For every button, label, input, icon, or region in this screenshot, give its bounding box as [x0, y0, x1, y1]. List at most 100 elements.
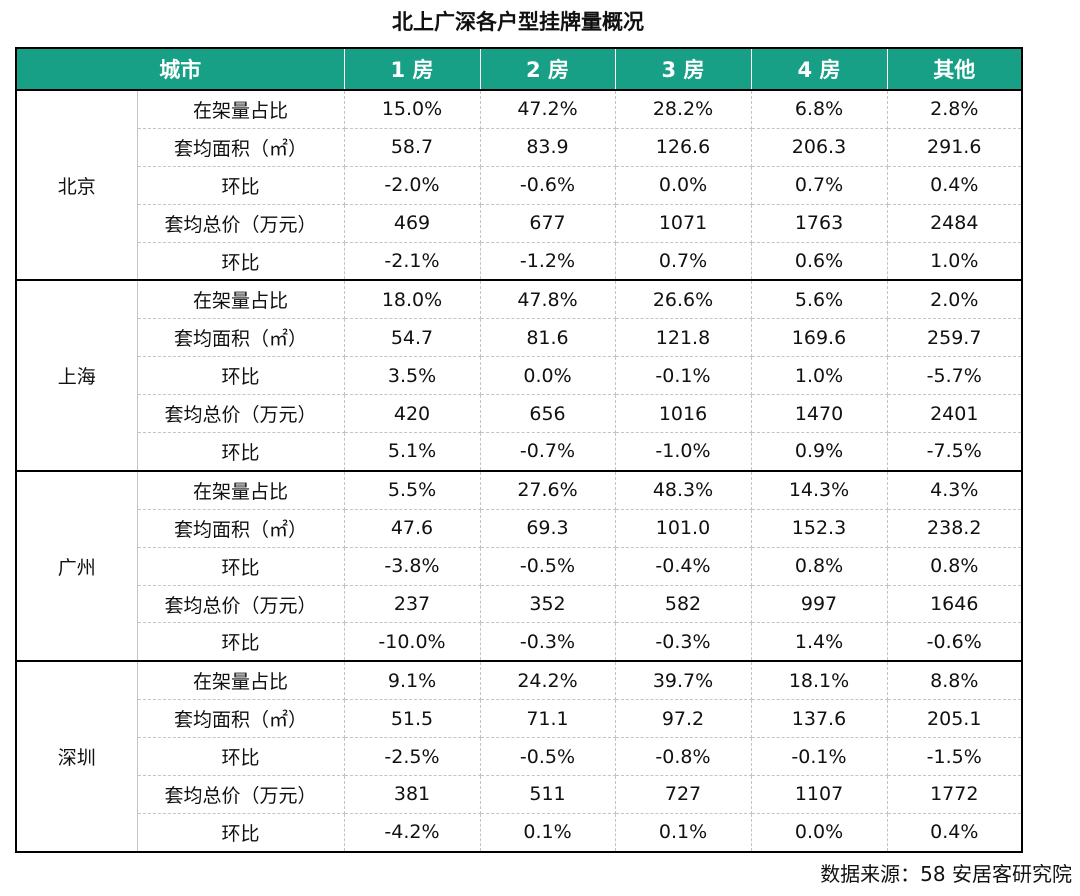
city-cell: 北京: [15, 88, 138, 281]
value-cell: 47.8%: [479, 279, 616, 320]
value-cell: 352: [479, 584, 616, 624]
table-row: 环比 -10.0% -0.3% -0.3% 1.4% -0.6%: [16, 622, 1023, 662]
value-cell: 0.6%: [750, 241, 888, 281]
table-row: 上海 在架量占比 18.0% 47.8% 26.6% 5.6% 2.0%: [15, 279, 1023, 472]
value-cell: -2.5%: [343, 737, 481, 777]
value-cell: 51.5: [343, 699, 481, 739]
value-cell: 28.2%: [614, 88, 752, 129]
value-cell: 0.4%: [886, 812, 1023, 853]
metric-cell: 套均总价（万元）: [136, 775, 345, 814]
value-cell: -0.7%: [479, 432, 616, 472]
table-row: 套均总价（万元） 381 511 727 1107 1772: [16, 775, 1023, 814]
value-cell: 137.6: [750, 699, 888, 739]
value-cell: 8.8%: [886, 660, 1023, 701]
value-cell: 18.1%: [750, 660, 888, 701]
table-row: 套均面积（㎡） 51.5 71.1 97.2 137.6 205.1: [16, 699, 1023, 739]
value-cell: -0.6%: [886, 622, 1023, 662]
metric-cell: 环比: [136, 737, 345, 777]
value-cell: 18.0%: [343, 279, 481, 320]
value-cell: 9.1%: [343, 660, 481, 701]
metric-cell: 环比: [136, 546, 345, 586]
value-cell: 381: [343, 775, 481, 814]
value-cell: 0.0%: [614, 165, 752, 205]
metric-cell: 套均总价（万元）: [136, 394, 345, 434]
value-cell: 47.6: [343, 508, 481, 548]
value-cell: -1.5%: [886, 737, 1023, 777]
value-cell: 206.3: [750, 127, 888, 167]
metric-cell: 环比: [136, 241, 345, 281]
value-cell: -0.3%: [614, 622, 752, 662]
value-cell: -2.1%: [343, 241, 481, 281]
city-cell: 上海: [15, 279, 138, 472]
value-cell: 0.0%: [479, 356, 616, 396]
value-cell: 1071: [614, 203, 752, 243]
value-cell: 0.7%: [750, 165, 888, 205]
header-cell: 城市: [15, 48, 344, 90]
value-cell: 2401: [886, 394, 1023, 434]
value-cell: 1107: [750, 775, 888, 814]
table-row: 环比 3.5% 0.0% -0.1% 1.0% -5.7%: [16, 356, 1023, 396]
table-row: 套均面积（㎡） 58.7 83.9 126.6 206.3 291.6: [16, 127, 1023, 167]
value-cell: 0.1%: [614, 812, 752, 853]
value-cell: -2.0%: [343, 165, 481, 205]
value-cell: -0.5%: [479, 546, 616, 586]
value-cell: 1772: [886, 775, 1023, 814]
metric-cell: 在架量占比: [136, 88, 345, 129]
value-cell: -0.1%: [750, 737, 888, 777]
header-cell: 2 房: [479, 48, 615, 90]
value-cell: 5.1%: [343, 432, 481, 472]
table-row: 套均总价（万元） 237 352 582 997 1646: [16, 584, 1023, 624]
table-row: 环比 -2.1% -1.2% 0.7% 0.6% 1.0%: [16, 241, 1023, 281]
metric-cell: 套均总价（万元）: [136, 203, 345, 243]
value-cell: 27.6%: [479, 469, 616, 510]
value-cell: -0.3%: [479, 622, 616, 662]
metric-cell: 套均面积（㎡）: [136, 699, 345, 739]
header-cell: 4 房: [750, 48, 887, 90]
value-cell: 5.6%: [750, 279, 888, 320]
value-cell: 15.0%: [343, 88, 481, 129]
value-cell: 1470: [750, 394, 888, 434]
value-cell: -5.7%: [886, 356, 1023, 396]
value-cell: -0.6%: [479, 165, 616, 205]
table-row: 环比 -4.2% 0.1% 0.1% 0.0% 0.4%: [16, 812, 1023, 853]
value-cell: 291.6: [886, 127, 1023, 167]
value-cell: 2.0%: [886, 279, 1023, 320]
value-cell: 1.4%: [750, 622, 888, 662]
value-cell: 47.2%: [479, 88, 616, 129]
value-cell: 69.3: [479, 508, 616, 548]
table-row: 北京 在架量占比 15.0% 47.2% 28.2% 6.8% 2.8%: [15, 88, 1023, 281]
value-cell: 2484: [886, 203, 1023, 243]
value-cell: 169.6: [750, 318, 888, 358]
value-cell: -3.8%: [343, 546, 481, 586]
value-cell: 0.8%: [750, 546, 888, 586]
value-cell: 48.3%: [614, 469, 752, 510]
value-cell: -1.0%: [614, 432, 752, 472]
value-cell: -4.2%: [343, 812, 481, 853]
metric-cell: 在架量占比: [136, 279, 345, 320]
value-cell: 238.2: [886, 508, 1023, 548]
value-cell: 205.1: [886, 699, 1023, 739]
header-cell: 其他: [886, 48, 1022, 90]
value-cell: 24.2%: [479, 660, 616, 701]
value-cell: 97.2: [614, 699, 752, 739]
value-cell: 26.6%: [614, 279, 752, 320]
value-cell: 83.9: [479, 127, 616, 167]
value-cell: 677: [479, 203, 616, 243]
source-note: 数据来源：58 安居客研究院: [820, 862, 1072, 886]
value-cell: 420: [343, 394, 481, 434]
value-cell: 5.5%: [343, 469, 481, 510]
value-cell: 0.7%: [614, 241, 752, 281]
value-cell: 1.0%: [886, 241, 1023, 281]
table-row: 广州 在架量占比 5.5% 27.6% 48.3% 14.3% 4.3%: [15, 469, 1023, 662]
header-cell: 3 房: [614, 48, 751, 90]
value-cell: 39.7%: [614, 660, 752, 701]
metric-cell: 套均面积（㎡）: [136, 318, 345, 358]
table-row: 环比 -2.0% -0.6% 0.0% 0.7% 0.4%: [16, 165, 1023, 205]
metric-cell: 套均面积（㎡）: [136, 127, 345, 167]
value-cell: 0.9%: [750, 432, 888, 472]
value-cell: 126.6: [614, 127, 752, 167]
value-cell: 58.7: [343, 127, 481, 167]
